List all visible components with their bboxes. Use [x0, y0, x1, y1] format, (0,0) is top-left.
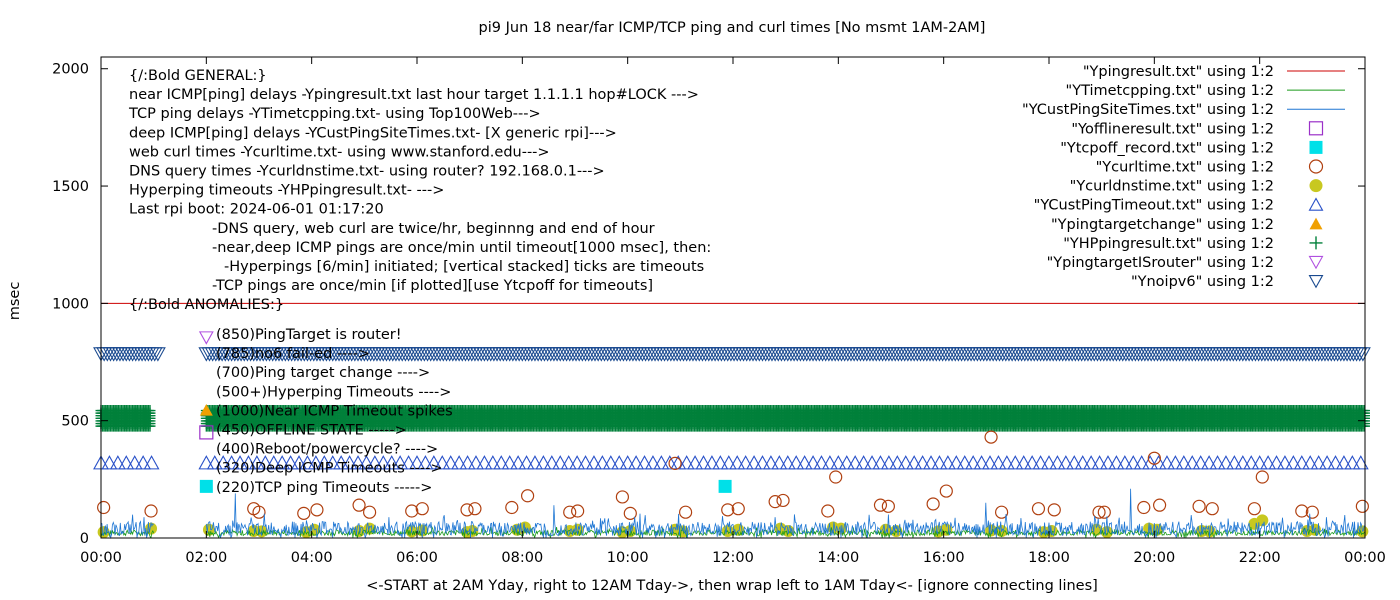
band-marker	[144, 420, 156, 432]
data-layer	[93, 302, 1371, 540]
x-axis-label: <-START at 2AM Yday, right to 12AM Tday-…	[366, 578, 1098, 594]
y-axis-label: msec	[7, 282, 23, 321]
chart-title: pi9 Jun 18 near/far ICMP/TCP ping and cu…	[479, 20, 986, 36]
band-marker	[1354, 347, 1371, 362]
series-yhppingresult-txt-using-1-2	[95, 405, 1370, 432]
band-marker	[149, 347, 166, 362]
series-ynoipv6-using-1-2	[93, 347, 1371, 362]
